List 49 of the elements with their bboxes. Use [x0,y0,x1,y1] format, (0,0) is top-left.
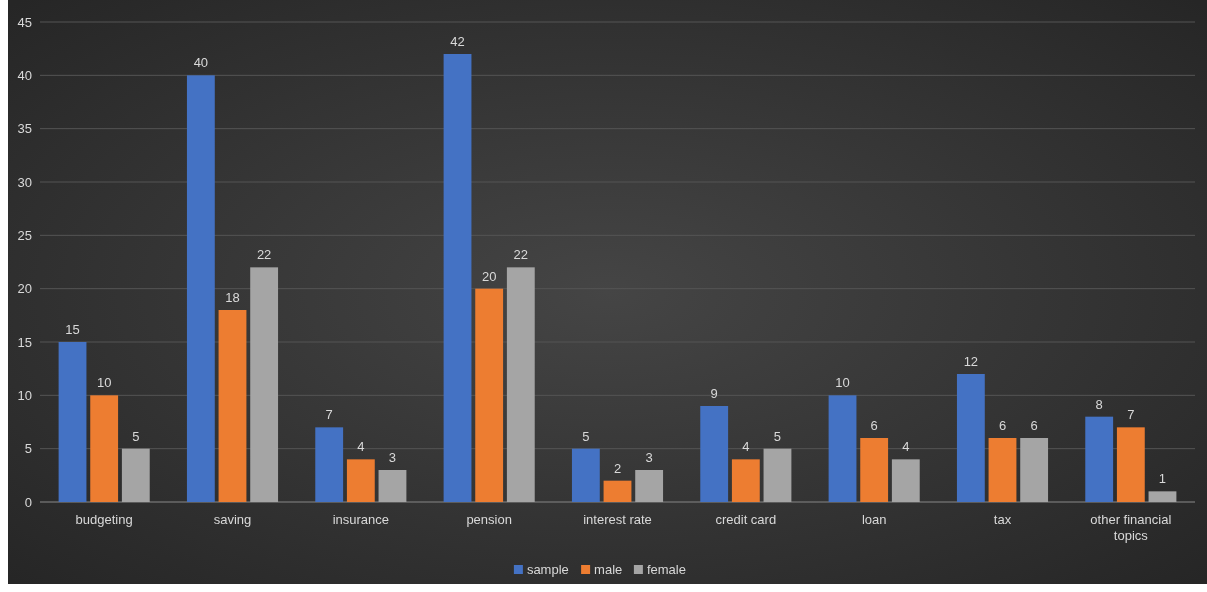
data-label: 1 [1158,471,1167,487]
y-tick-label: 35 [17,121,32,137]
legend-label: male [594,562,623,577]
data-label: 10 [96,375,112,391]
data-label: 9 [710,386,718,401]
data-label: 3 [645,450,653,465]
data-label: 22 [513,247,529,263]
x-tick-label: saving [213,512,252,527]
y-tick-label: 25 [17,227,32,243]
legend-label: female [646,562,686,577]
data-label: 22 [256,247,272,263]
data-label: 20 [481,268,497,284]
x-tick-label: interest rate [583,512,652,527]
y-tick-label: 30 [17,174,32,190]
data-label: 15 [65,322,80,337]
data-label: 5 [582,428,590,444]
data-label: 5 [773,428,782,444]
data-label: 18 [225,290,240,305]
data-label: 4 [357,439,365,455]
data-label: 42 [450,34,465,49]
x-tick-label: budgeting [75,512,133,527]
data-label: 3 [388,450,397,465]
x-tick-label: credit card [715,512,777,527]
data-label: 12 [963,354,979,369]
data-label: 4 [902,439,910,455]
x-tick-label: insurance [332,512,390,527]
legend-label: sample [526,562,569,577]
y-tick-label: 45 [17,14,32,30]
data-label: 40 [193,55,209,71]
y-tick-label: 40 [17,67,32,83]
x-tick-label: loan [861,512,887,527]
data-label: 10 [835,375,850,391]
y-tick-label: 20 [17,281,32,297]
data-label: 4 [742,439,750,455]
y-tick-label: 5 [24,441,32,457]
data-label: 6 [870,418,878,433]
data-label: 5 [132,428,140,444]
data-label: 8 [1095,396,1103,412]
x-tick-label: other financial topics [1090,512,1172,543]
y-tick-label: 15 [17,334,32,350]
y-tick-label: 10 [17,387,32,403]
data-label: 2 [613,460,622,476]
data-label: 7 [1127,407,1135,423]
data-label: 7 [325,407,333,423]
data-label: 6 [1030,418,1038,433]
y-tick-label: 0 [24,494,32,510]
data-label: 6 [998,418,1007,433]
x-tick-label: tax [993,512,1012,527]
x-tick-label: pension [466,512,512,527]
